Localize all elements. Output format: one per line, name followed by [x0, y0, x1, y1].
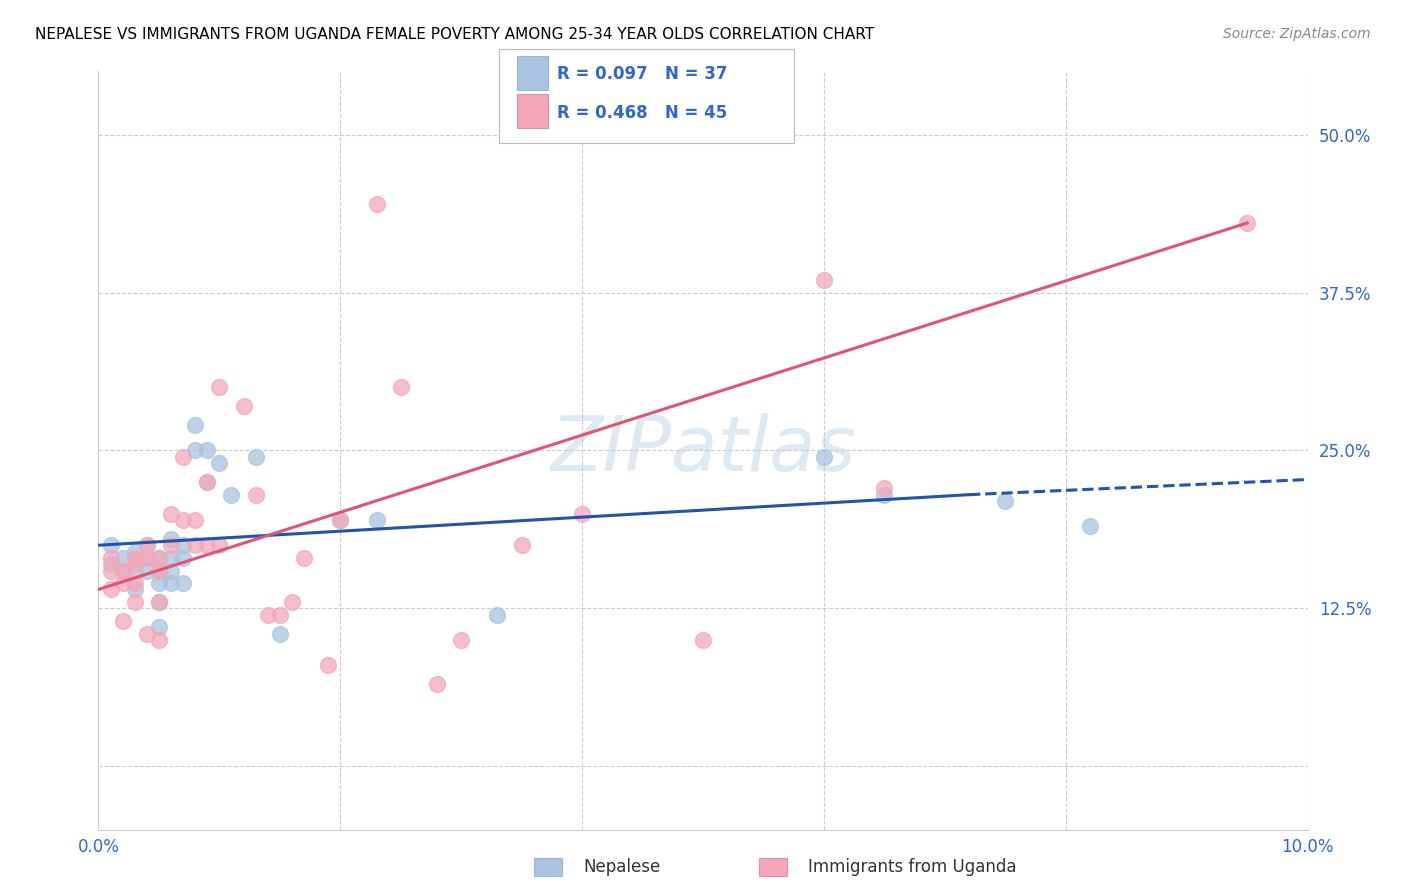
Point — [124, 582, 146, 597]
Text: Immigrants from Uganda: Immigrants from Uganda — [808, 858, 1017, 876]
Point — [245, 450, 267, 464]
Text: Source: ZipAtlas.com: Source: ZipAtlas.com — [1223, 27, 1371, 41]
Point — [195, 475, 218, 489]
Point — [450, 633, 472, 648]
Point — [486, 607, 509, 622]
Point — [111, 564, 134, 578]
Point — [692, 633, 714, 648]
Point — [160, 550, 183, 565]
Point — [172, 550, 194, 565]
Point — [873, 482, 896, 496]
Point — [135, 538, 157, 552]
Point — [148, 595, 170, 609]
Point — [124, 564, 146, 578]
Point — [329, 513, 352, 527]
Point — [232, 399, 254, 413]
Point — [172, 576, 194, 591]
Point — [195, 443, 218, 458]
Point — [160, 576, 183, 591]
Point — [148, 564, 170, 578]
Point — [1236, 216, 1258, 230]
Point — [994, 494, 1017, 508]
Point — [100, 538, 122, 552]
Point — [111, 576, 134, 591]
Point — [135, 550, 157, 565]
Point — [208, 456, 231, 470]
Point — [135, 564, 157, 578]
Point — [124, 557, 146, 572]
Point — [148, 595, 170, 609]
Point — [184, 513, 207, 527]
Point — [195, 538, 218, 552]
Point — [208, 538, 231, 552]
Text: Nepalese: Nepalese — [583, 858, 661, 876]
Point — [571, 507, 593, 521]
Point — [148, 576, 170, 591]
Point — [148, 633, 170, 648]
Text: NEPALESE VS IMMIGRANTS FROM UGANDA FEMALE POVERTY AMONG 25-34 YEAR OLDS CORRELAT: NEPALESE VS IMMIGRANTS FROM UGANDA FEMAL… — [35, 27, 875, 42]
Point — [366, 197, 388, 211]
Point — [389, 380, 412, 394]
Point — [100, 582, 122, 597]
Point — [184, 443, 207, 458]
Point — [135, 538, 157, 552]
Point — [148, 550, 170, 565]
Point — [160, 532, 183, 546]
Point — [316, 658, 339, 673]
Point — [100, 564, 122, 578]
Point — [195, 475, 218, 489]
Point — [1078, 519, 1101, 533]
Point — [111, 550, 134, 565]
Point — [184, 538, 207, 552]
Point — [160, 538, 183, 552]
Point — [172, 513, 194, 527]
Point — [148, 620, 170, 634]
Point — [100, 550, 122, 565]
Point — [208, 380, 231, 394]
Point — [148, 564, 170, 578]
Point — [172, 538, 194, 552]
Point — [292, 550, 315, 565]
Point — [256, 607, 278, 622]
Point — [124, 576, 146, 591]
Point — [813, 273, 835, 287]
Point — [124, 595, 146, 609]
Point — [135, 550, 157, 565]
Point — [124, 550, 146, 565]
Text: ZIPatlas: ZIPatlas — [550, 414, 856, 487]
Point — [111, 614, 134, 628]
Point — [873, 488, 896, 502]
Point — [366, 513, 388, 527]
Point — [245, 488, 267, 502]
Point — [184, 418, 207, 433]
Point — [269, 607, 291, 622]
Point — [148, 550, 170, 565]
Point — [426, 677, 449, 691]
Point — [221, 488, 243, 502]
Point — [510, 538, 533, 552]
Point — [111, 564, 134, 578]
Point — [329, 513, 352, 527]
Point — [813, 450, 835, 464]
Text: R = 0.468   N = 45: R = 0.468 N = 45 — [557, 103, 727, 122]
Point — [269, 626, 291, 640]
Point — [172, 450, 194, 464]
Point — [124, 544, 146, 558]
Text: R = 0.097   N = 37: R = 0.097 N = 37 — [557, 65, 727, 83]
Point — [281, 595, 304, 609]
Point — [100, 557, 122, 572]
Point — [135, 626, 157, 640]
Point — [160, 507, 183, 521]
Point — [160, 564, 183, 578]
